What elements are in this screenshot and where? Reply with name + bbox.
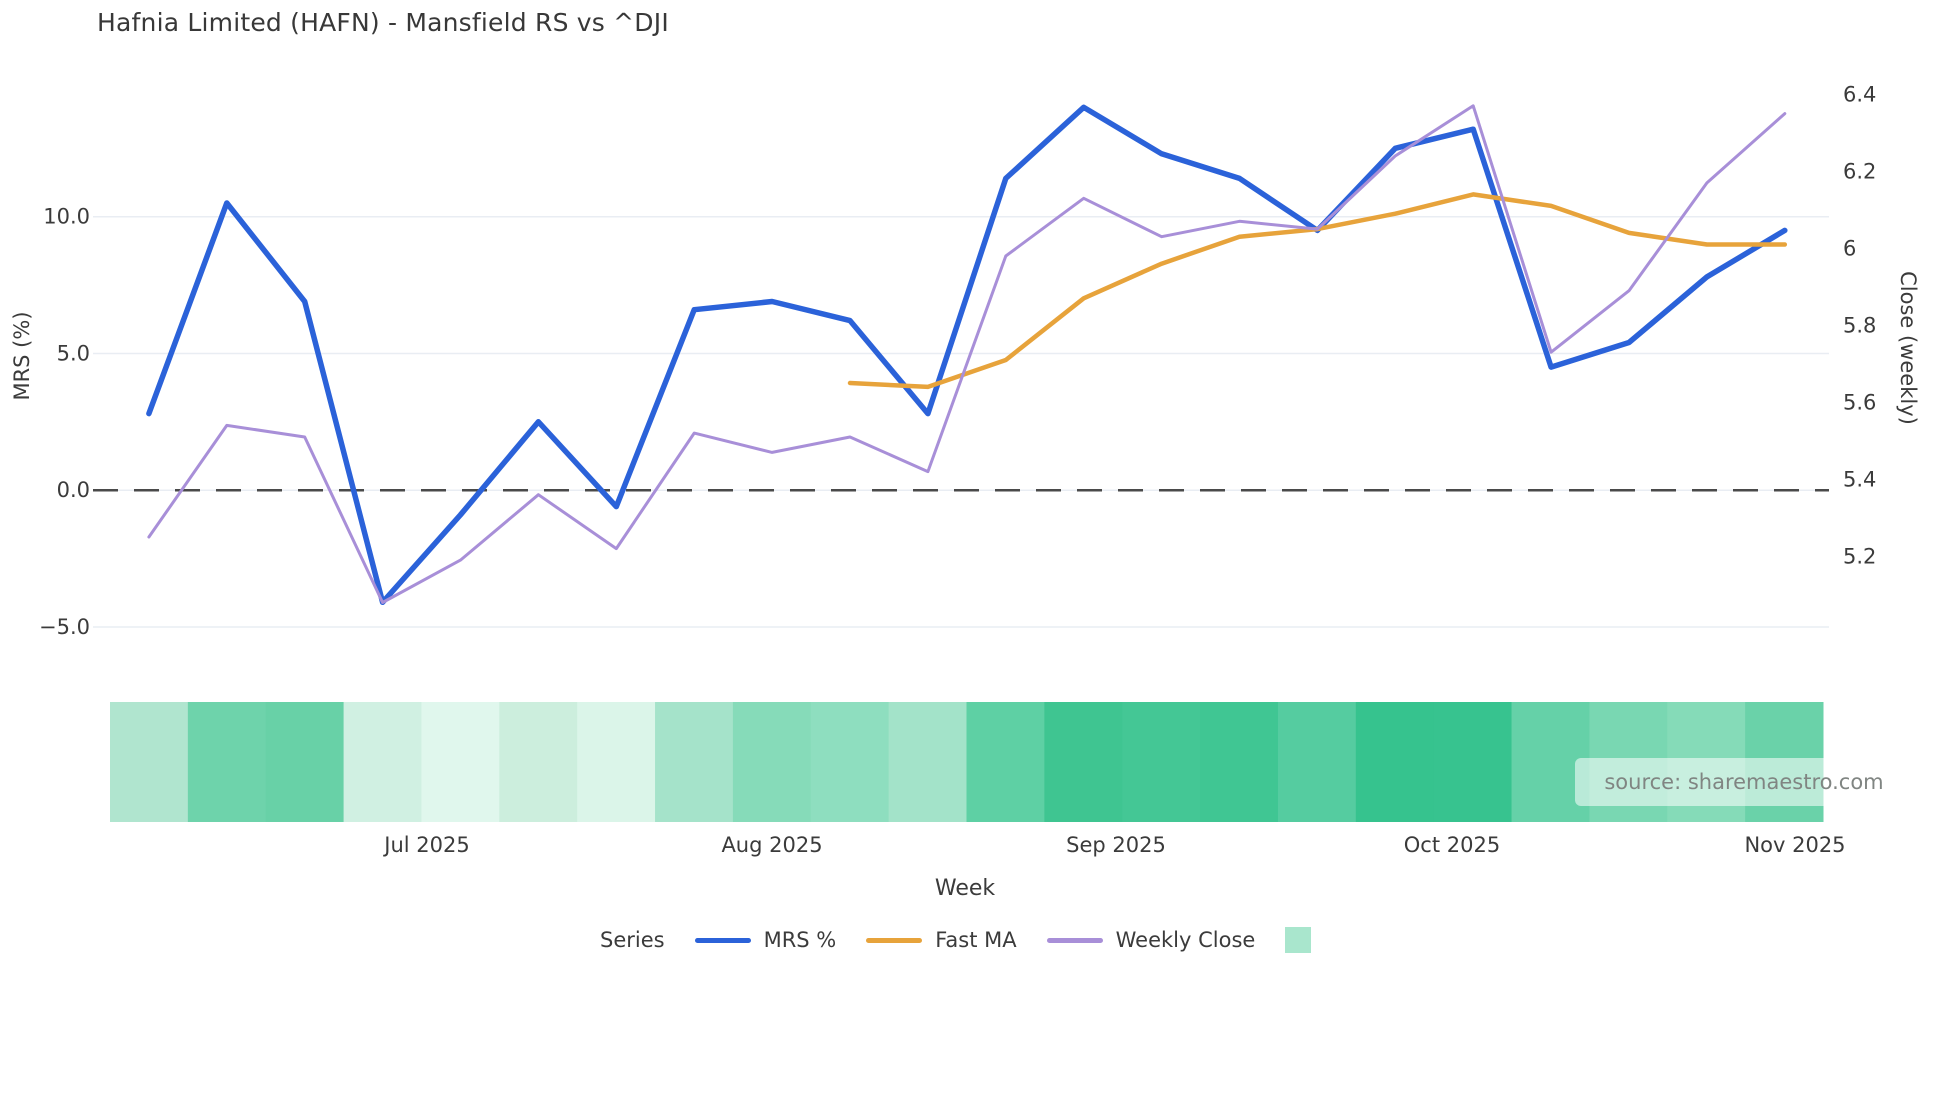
right-axis-tick-label: 5.2: [1843, 544, 1876, 568]
legend-item-label: Fast MA: [935, 928, 1017, 952]
left-axis-tick-label: 5.0: [57, 341, 90, 365]
heatmap-cell: [1044, 702, 1123, 822]
heatmap-cell: [655, 702, 734, 822]
legend-item: Weekly Close: [1046, 928, 1256, 952]
right-axis-tick-label: 5.6: [1843, 390, 1876, 414]
heatmap-cell: [577, 702, 656, 822]
left-axis-tick-label: −5.0: [39, 615, 90, 639]
heatmap-cell: [1122, 702, 1201, 822]
legend-item: [1285, 927, 1312, 953]
heatmap-cell: [1277, 702, 1357, 822]
left-axis-tick-label: 0.0: [57, 478, 90, 502]
heatmap-cell: [1355, 702, 1435, 822]
legend: Series MRS % Fast MA Weekly Close: [600, 922, 1312, 958]
x-axis-tick-label: Aug 2025: [721, 833, 822, 857]
heatmap-cell: [966, 702, 1045, 822]
mrs--line: [146, 104, 1788, 606]
legend-item: MRS %: [694, 928, 837, 952]
heatmap-cell: [421, 702, 500, 822]
legend-item-label: MRS %: [763, 928, 837, 952]
right-axis-tick-label: 6.4: [1843, 82, 1876, 106]
source-watermark: source: sharemaestro.com: [1575, 758, 1913, 806]
heatmap-swatch-icon: [1285, 927, 1312, 953]
x-axis-title: Week: [934, 876, 996, 901]
left-axis-tick-label: 10.0: [43, 205, 90, 229]
legend-title: Series: [600, 928, 665, 952]
x-axis-tick-label: Sep 2025: [1066, 833, 1166, 857]
right-axis-tick-label: 6: [1843, 236, 1856, 260]
legend-item-label: Weekly Close: [1115, 928, 1256, 952]
right-axis-tick-label: 5.8: [1843, 313, 1876, 337]
heatmap-cell: [265, 702, 345, 822]
heatmap-cell: [187, 702, 267, 822]
right-axis-tick-label: 5.4: [1843, 467, 1876, 491]
line-swatch-icon: [1046, 937, 1103, 943]
line-swatch-icon: [866, 937, 923, 943]
line-swatch-icon: [694, 937, 751, 943]
weekly-close-line: [147, 104, 1787, 604]
heatmap-cell: [732, 702, 812, 822]
source-text: source: sharemaestro.com: [1604, 770, 1884, 794]
chart-title: Hafnia Limited (HAFN) - Mansfield RS vs …: [97, 8, 669, 37]
legend-item: Fast MA: [866, 928, 1017, 952]
x-axis-tick-label: Nov 2025: [1744, 833, 1845, 857]
heatmap-cell: [1200, 702, 1279, 822]
x-axis-tick-label: Jul 2025: [382, 833, 469, 857]
heatmap-cell: [810, 702, 890, 822]
heatmap-cell: [110, 702, 189, 822]
heatmap-cell: [888, 702, 967, 822]
right-axis-tick-label: 6.2: [1843, 159, 1876, 183]
x-axis-tick-label: Oct 2025: [1404, 833, 1500, 857]
heatmap-cell: [343, 702, 422, 822]
heatmap-cell: [1433, 702, 1513, 822]
heatmap-cell: [499, 702, 578, 822]
